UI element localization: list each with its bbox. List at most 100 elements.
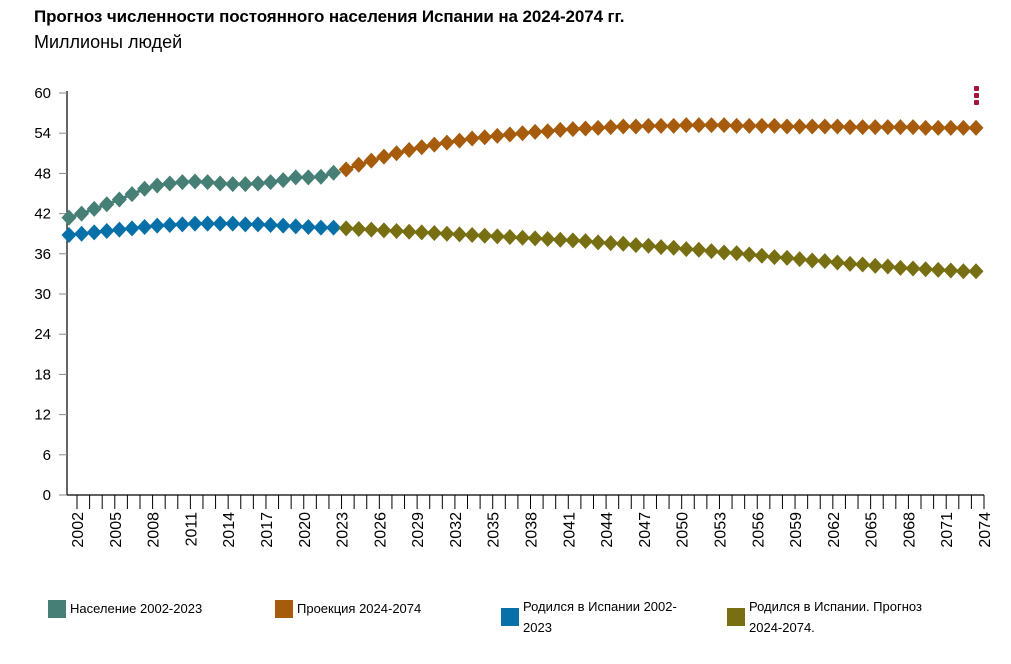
data-point [943, 119, 959, 136]
data-point [754, 247, 770, 264]
data-point [703, 243, 719, 260]
data-point [829, 118, 845, 135]
data-point [137, 180, 153, 197]
x-tick-label: 2014 [221, 512, 238, 548]
y-tick-label: 42 [34, 206, 51, 223]
data-point [552, 121, 568, 138]
data-point [640, 117, 656, 134]
data-point [111, 221, 127, 238]
x-tick-label: 2041 [561, 512, 578, 548]
data-point [86, 200, 102, 217]
data-point [842, 255, 858, 272]
data-point [666, 117, 682, 134]
y-tick-label: 54 [34, 125, 51, 142]
data-point [754, 117, 770, 134]
legend-swatch [727, 608, 745, 626]
legend-label: Родился в Испании 2002-2023 [523, 599, 677, 635]
data-point [678, 117, 694, 134]
x-tick-label: 2023 [335, 512, 352, 548]
x-tick-label: 2008 [146, 512, 163, 548]
data-point [426, 136, 442, 153]
data-point [86, 224, 102, 241]
data-point [678, 241, 694, 258]
data-point [968, 119, 984, 136]
data-point [124, 220, 140, 237]
data-point [162, 175, 178, 192]
data-point [603, 119, 619, 136]
data-point [401, 223, 417, 240]
x-tick-label: 2002 [70, 512, 87, 548]
data-point [729, 117, 745, 134]
data-point [691, 241, 707, 258]
kebab-menu-icon[interactable] [972, 85, 982, 107]
y-tick-label: 36 [34, 246, 51, 263]
data-point [111, 191, 127, 208]
x-tick-label: 2044 [599, 512, 616, 548]
legend-item-born-in-spain-2002-2023[interactable]: Родился в Испании 2002-2023 [501, 596, 701, 638]
legend-item-projection-2024-2074[interactable]: Проекция 2024-2074 [275, 598, 421, 619]
x-tick-label: 2032 [448, 512, 465, 548]
x-tick-label: 2005 [108, 512, 125, 548]
data-point [263, 174, 279, 191]
data-point [540, 123, 556, 140]
data-point [741, 246, 757, 263]
chart-title: Прогноз численности постоянного населени… [34, 7, 625, 26]
data-point [577, 233, 593, 250]
legend-label: Родился в Испании. Прогноз 2024-2074. [749, 599, 922, 635]
data-point [892, 119, 908, 136]
data-point [250, 175, 266, 192]
data-point [401, 141, 417, 158]
data-point [225, 176, 241, 193]
legend-swatch [275, 599, 293, 618]
data-point [149, 217, 165, 234]
data-point [779, 118, 795, 135]
data-point [540, 231, 556, 248]
data-point [955, 263, 971, 280]
data-point [174, 216, 190, 233]
legend-label: Проекция 2024-2074 [297, 601, 422, 616]
data-point [628, 118, 644, 135]
data-point [376, 148, 392, 165]
data-point [376, 222, 392, 239]
data-point [326, 164, 342, 181]
data-point [99, 223, 115, 240]
x-tick-label: 2035 [486, 512, 503, 548]
data-point [855, 119, 871, 136]
x-tick-label: 2065 [864, 512, 881, 548]
legend-item-born-in-spain-forecast-2024-2074[interactable]: Родился в Испании. Прогноз 2024-2074. [727, 596, 957, 638]
legend-item-population-2002-2023[interactable]: Население 2002-2023 [48, 598, 202, 619]
x-axis: 2002 2005 2008 2011 2014 2017 2020 2023 2026 2029… [67, 494, 994, 548]
data-point [338, 220, 354, 237]
chart-area: 0 6 12 18 24 30 36 42 48 54 60 2002 2005 2008 2011 201… [34, 85, 994, 548]
legend-swatch [501, 608, 519, 626]
menu-dot [974, 100, 979, 105]
data-point [577, 120, 593, 137]
chart-subtitle: Миллионы людей [34, 32, 183, 52]
x-tick-label: 2050 [675, 512, 692, 548]
data-point [61, 209, 77, 226]
data-point [905, 119, 921, 136]
data-point [263, 216, 279, 233]
data-point [489, 127, 505, 144]
data-point [615, 118, 631, 135]
series-layer [61, 117, 984, 280]
data-point [804, 118, 820, 135]
x-tick-label: 2056 [750, 512, 767, 548]
data-point [489, 228, 505, 245]
data-point [300, 219, 316, 235]
data-point [565, 121, 581, 138]
data-point [590, 119, 606, 136]
data-point [99, 196, 115, 213]
data-point [880, 119, 896, 136]
data-point [74, 205, 90, 222]
data-point [905, 260, 921, 277]
data-point [439, 134, 455, 151]
data-point [439, 225, 455, 242]
data-point [892, 259, 908, 276]
data-point [389, 223, 405, 240]
data-point [703, 117, 719, 134]
data-point [187, 173, 203, 190]
data-point [817, 118, 833, 135]
data-point [225, 215, 241, 232]
data-point [237, 176, 253, 193]
